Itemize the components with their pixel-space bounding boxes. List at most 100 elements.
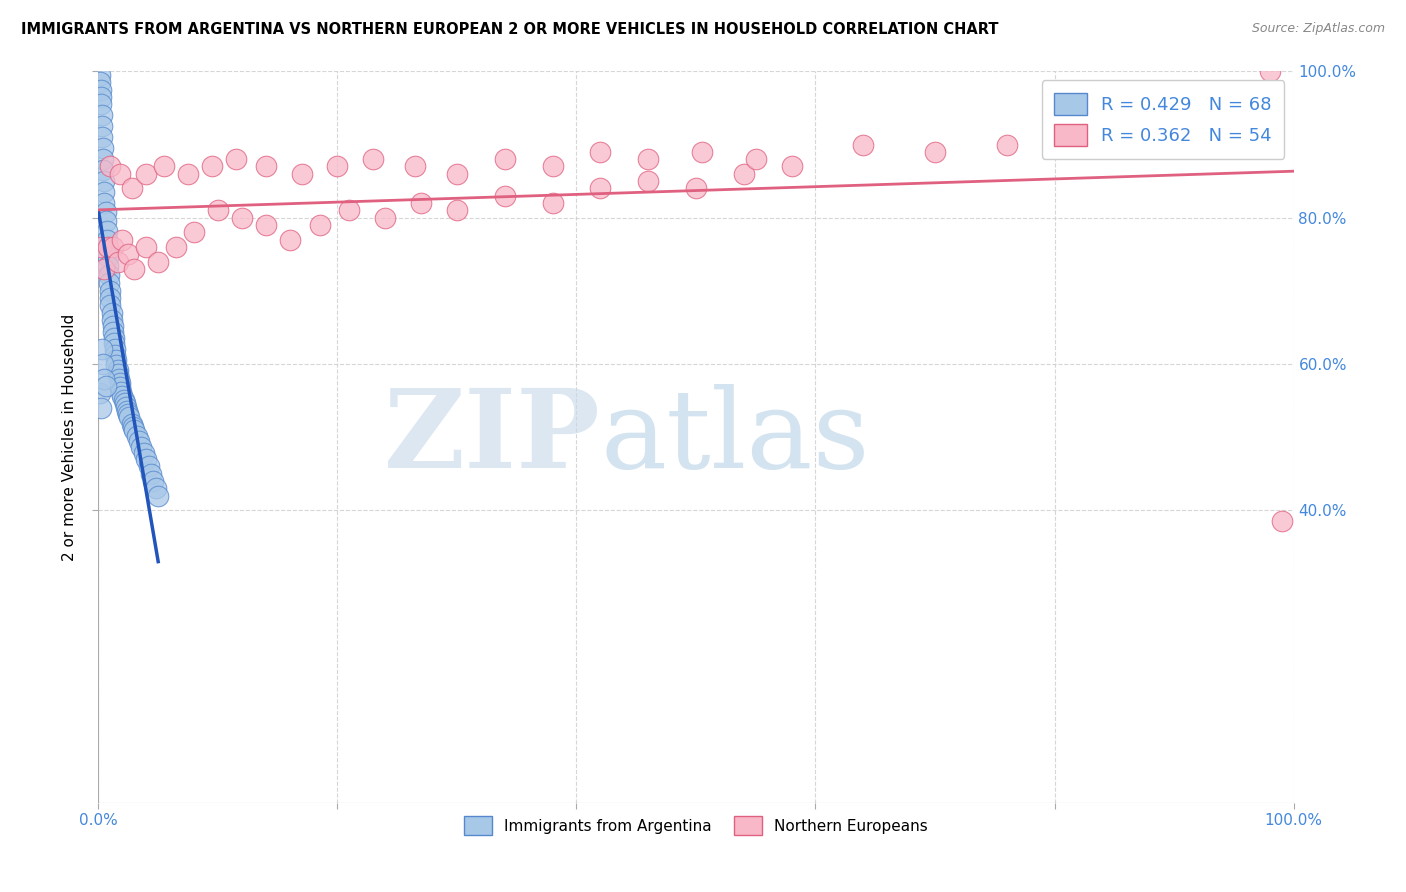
Y-axis label: 2 or more Vehicles in Household: 2 or more Vehicles in Household [62,313,77,561]
Point [733,167,755,181]
Point [90,401,112,415]
Point [94,204,117,219]
Point [96,233,118,247]
Point [101,325,124,339]
Point [183,225,205,239]
Point [90,83,112,97]
Point [104,343,127,357]
Point [121,181,143,195]
Point [89,386,111,401]
Point [201,160,224,174]
Point [135,167,157,181]
Point [139,467,162,481]
Point [122,420,145,434]
Point [94,214,117,228]
Point [108,376,131,390]
Point [225,152,247,166]
Point [124,261,146,276]
Point [89,75,111,89]
Point [89,68,111,82]
Point [494,152,516,166]
Point [254,160,277,174]
Point [98,160,122,174]
Point [100,306,122,320]
Point [97,240,120,254]
Point [780,160,803,174]
Point [93,185,115,199]
Point [97,241,120,255]
Text: IMMIGRANTS FROM ARGENTINA VS NORTHERN EUROPEAN 2 OR MORE VEHICLES IN HOUSEHOLD C: IMMIGRANTS FROM ARGENTINA VS NORTHERN EU… [21,22,998,37]
Point [93,174,115,188]
Point [117,247,139,261]
Point [91,141,114,155]
Point [177,167,200,181]
Point [107,371,129,385]
Point [98,277,121,291]
Point [98,268,121,282]
Point [97,259,120,273]
Point [105,359,128,373]
Point [91,119,114,133]
Point [91,163,114,178]
Point [121,417,143,431]
Point [148,489,170,503]
Point [91,343,114,357]
Point [1258,64,1281,78]
Point [494,188,516,202]
Text: atlas: atlas [600,384,870,491]
Point [745,152,768,166]
Point [637,174,659,188]
Point [90,240,112,254]
Point [1067,130,1090,145]
Point [101,318,124,333]
Point [128,434,150,449]
Point [690,145,713,159]
Point [108,167,131,181]
Point [291,167,314,181]
Point [98,284,122,298]
Point [446,203,468,218]
Point [404,160,426,174]
Point [90,90,112,104]
Point [278,233,301,247]
Point [111,233,134,247]
Point [148,254,170,268]
Point [103,336,125,351]
Point [105,353,128,368]
Point [231,211,253,225]
Point [101,240,124,254]
Point [254,218,277,232]
Point [103,330,125,344]
Point [93,196,115,211]
Point [107,367,129,381]
Point [135,240,157,254]
Point [852,137,875,152]
Point [125,428,148,442]
Text: ZIP: ZIP [384,384,600,491]
Point [118,410,141,425]
Point [93,371,115,385]
Point [339,203,361,218]
Point [589,145,612,159]
Point [124,423,146,437]
Point [91,108,114,122]
Point [685,181,707,195]
Point [93,261,115,276]
Point [104,348,127,362]
Point [145,481,167,495]
Point [153,160,176,174]
Point [326,160,349,174]
Point [115,400,138,414]
Point [107,363,129,377]
Point [308,218,330,232]
Point [132,446,155,460]
Point [374,211,396,225]
Point [363,152,385,166]
Point [110,384,132,399]
Point [111,389,134,403]
Point [94,379,117,393]
Point [589,181,612,195]
Point [135,452,157,467]
Point [114,396,136,410]
Point [1271,514,1294,528]
